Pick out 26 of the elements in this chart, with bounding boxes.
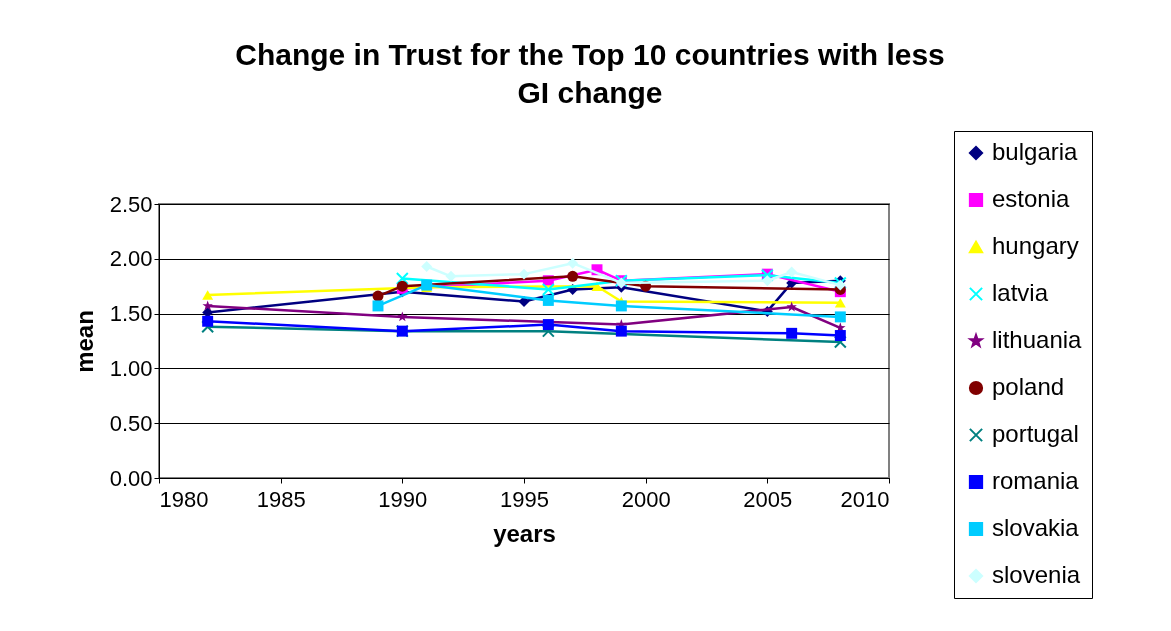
legend-label: estonia — [992, 185, 1071, 212]
x-tick-label: 1980 — [159, 486, 209, 512]
legend-label: lithuania — [992, 326, 1083, 353]
y-tick-label: 1.00 — [109, 355, 153, 381]
legend-label: bulgaria — [992, 138, 1079, 165]
legend-label: slovenia — [992, 561, 1081, 588]
y-tick-label: 2.00 — [109, 246, 153, 272]
legend-label: portugal — [992, 420, 1079, 447]
x-tick-label: 2000 — [621, 486, 671, 512]
x-tick-label: 2010 — [840, 486, 890, 512]
chart-title: Change in Trust for the Top 10 countries with less GI change — [235, 37, 945, 109]
x-tick-label: 1995 — [500, 486, 549, 512]
legend-label: slovakia — [992, 514, 1080, 541]
y-tick-label: 2.50 — [109, 191, 153, 217]
legend-label: hungary — [992, 232, 1079, 259]
legend-label: romania — [992, 467, 1080, 494]
legend-label: latvia — [992, 279, 1049, 306]
x-tick-label: 1985 — [256, 486, 306, 512]
y-tick-label: 0.00 — [109, 465, 153, 491]
legend-label: poland — [992, 373, 1065, 400]
y-axis-title: mean — [70, 310, 98, 373]
x-axis-title: years — [493, 519, 556, 547]
x-tick-label: 1990 — [378, 486, 428, 512]
x-tick-label: 2005 — [743, 486, 793, 512]
y-tick-label: 1.50 — [109, 301, 153, 327]
y-tick-label: 0.50 — [109, 410, 153, 436]
